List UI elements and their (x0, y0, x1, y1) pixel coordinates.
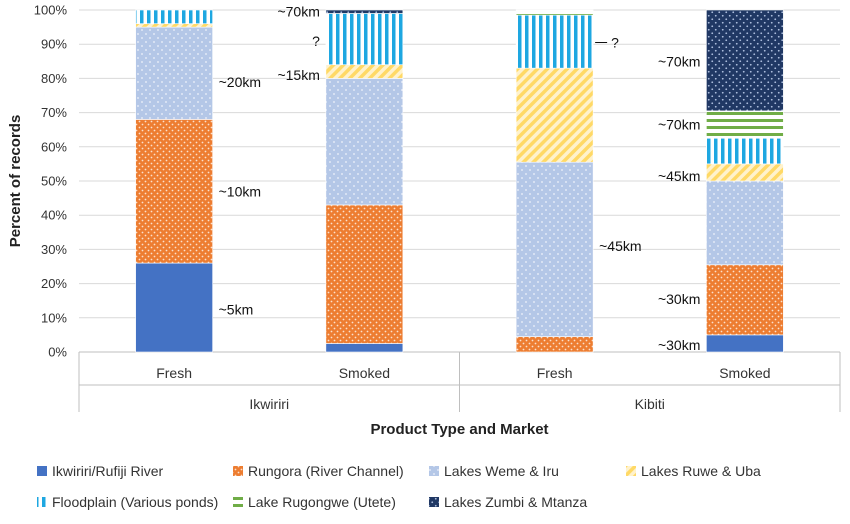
annotation-label: ~20km (219, 74, 261, 90)
legend-swatch (626, 466, 636, 476)
y-tick-label: 80% (41, 71, 67, 86)
bar-segment (325, 343, 404, 353)
chart-legend: Ikwiriri/Rufiji River Rungora (River Chan… (37, 463, 761, 510)
legend-label: Lakes Weme & Iru (444, 463, 559, 479)
bar-segment (706, 334, 784, 353)
legend-label: Floodplain (Various ponds) (52, 494, 218, 510)
y-tick-label: 60% (41, 139, 67, 154)
x-axis-label: Product Type and Market (370, 421, 548, 438)
annotation-label: ? (611, 34, 619, 50)
bar-segment (515, 67, 594, 163)
bar-segment (325, 64, 404, 79)
x-tick-label: Fresh (537, 365, 573, 381)
legend-swatch (233, 497, 243, 507)
annotation-label: ~70km (658, 117, 700, 133)
legend-swatch (37, 497, 47, 507)
y-axis-label: Percent of records (7, 115, 24, 248)
bar-segment (515, 9, 594, 16)
annotation-label: ~30km (658, 291, 700, 307)
y-tick-label: 40% (41, 208, 67, 223)
legend-label: Lake Rugongwe (Utete) (248, 494, 396, 510)
bar-segment (135, 262, 213, 353)
y-tick-label: 70% (41, 105, 67, 120)
legend-swatch (233, 466, 243, 476)
annotation-label: ~70km (277, 4, 319, 20)
legend-label: Rungora (River Channel) (248, 463, 404, 479)
legend-label: Ikwiriri/Rufiji River (52, 463, 164, 479)
y-tick-label: 10% (41, 310, 67, 325)
chart-annotations: ~20km ~10km ~5km ~70km? ~15km? ~45km ~70km ~70k… (219, 4, 701, 353)
y-tick-label: 90% (41, 37, 67, 52)
legend-swatch (429, 497, 439, 507)
y-tick-label: 100% (34, 3, 68, 18)
bar-segment (515, 14, 594, 69)
legend-label: Lakes Zumbi & Mtanza (444, 494, 587, 510)
bar-segment (706, 9, 784, 112)
bar-segment (325, 9, 404, 14)
bar-segment (706, 264, 784, 336)
x-tick-label: Smoked (339, 365, 390, 381)
y-tick-label: 20% (41, 276, 67, 291)
bar-segment (135, 23, 213, 28)
x-tick-label: Fresh (156, 365, 192, 381)
bar-segment (706, 137, 784, 165)
x-tick-label: Smoked (719, 365, 770, 381)
annotation-label: ~45km (599, 238, 641, 254)
bar-segment (515, 336, 594, 353)
bar-segment (706, 163, 784, 182)
chart-bars (135, 9, 784, 353)
x-group-label: Ikwiriri (249, 396, 289, 412)
annotation-label: ~45km (658, 168, 700, 184)
legend-swatch (429, 466, 439, 476)
bar-segment (515, 161, 594, 337)
y-tick-label: 0% (48, 345, 67, 360)
x-group-label: Kibiti (635, 396, 665, 412)
bar-segment (706, 110, 784, 139)
bar-segment (325, 13, 404, 66)
legend-swatch (37, 466, 47, 476)
annotation-label: ~5km (219, 301, 254, 317)
annotation-label: ~10km (219, 183, 261, 199)
annotation-label: ? (312, 33, 320, 49)
bar-segment (135, 26, 213, 120)
legend-label: Lakes Ruwe & Uba (641, 463, 761, 479)
y-tick-label: 30% (41, 242, 67, 257)
y-tick-label: 50% (41, 174, 67, 189)
bar-segment (706, 180, 784, 266)
annotation-label: ~70km (658, 53, 700, 69)
bar-segment (325, 78, 404, 206)
bar-segment (135, 119, 213, 264)
bar-segment (325, 204, 404, 344)
bar-segment (135, 9, 213, 24)
annotation-label: ~15km (277, 67, 319, 83)
annotation-label: ~30km (658, 337, 700, 353)
